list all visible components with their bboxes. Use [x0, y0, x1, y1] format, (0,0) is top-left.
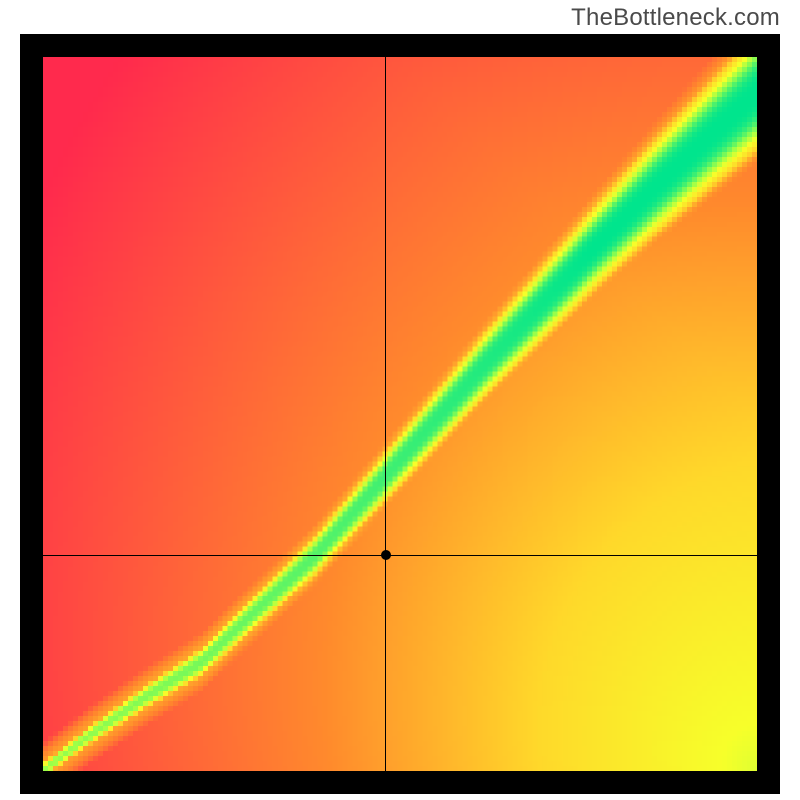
attribution-text: TheBottleneck.com — [571, 4, 780, 32]
chart-container: TheBottleneck.com — [0, 0, 800, 800]
plot-frame — [20, 34, 780, 794]
heatmap-canvas — [43, 57, 757, 771]
